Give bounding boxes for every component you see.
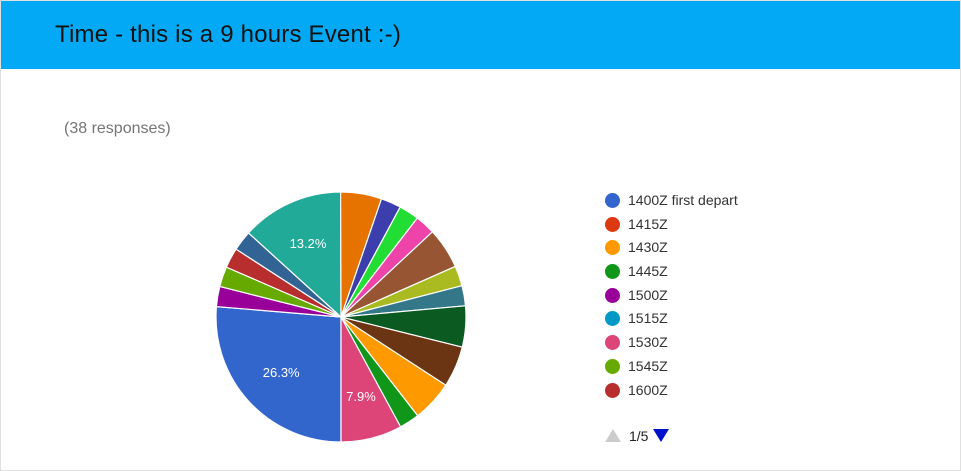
triangle-up-icon[interactable] [605, 429, 621, 442]
legend-label: 1430Z [628, 239, 668, 255]
legend-label: 1515Z [628, 310, 668, 326]
legend-item-1400z: 1400Z first depart [605, 190, 905, 210]
legend-dot [605, 335, 620, 350]
legend-item-1445z: 1445Z [605, 261, 905, 281]
legend-item-1415z: 1415Z [605, 214, 905, 234]
legend-item-1430z: 1430Z [605, 237, 905, 257]
slice-data-label: 13.2% [290, 236, 327, 251]
legend-dot [605, 383, 620, 398]
legend-item-1600z: 1600Z [605, 380, 905, 400]
slice-data-label: 7.9% [346, 389, 376, 404]
pie-slice[interactable] [247, 191, 342, 319]
question-title: Time - this is a 9 hours Event :-) [55, 21, 402, 48]
triangle-down-icon[interactable] [653, 429, 669, 442]
pie-slice[interactable] [340, 316, 402, 443]
legend-label: 1545Z [628, 358, 668, 374]
pie-slice[interactable] [215, 305, 342, 443]
legend-label: 1415Z [628, 216, 668, 232]
legend-item-1515z: 1515Z [605, 308, 905, 328]
legend-dot [605, 240, 620, 255]
legend-dot [605, 193, 620, 208]
legend-dot [605, 359, 620, 374]
legend-item-1500z: 1500Z [605, 285, 905, 305]
legend-dot [605, 217, 620, 232]
legend-label: 1445Z [628, 263, 668, 279]
legend-label: 1530Z [628, 334, 668, 350]
legend-dot [605, 264, 620, 279]
legend-pager: 1/5 [605, 427, 705, 447]
legend-label: 1400Z first depart [628, 192, 738, 208]
legend-dot [605, 311, 620, 326]
legend-label: 1600Z [628, 382, 668, 398]
legend-label: 1500Z [628, 287, 668, 303]
legend-item-1545z: 1545Z [605, 356, 905, 376]
question-header: Time - this is a 9 hours Event :-) [1, 1, 960, 69]
pager-text: 1/5 [629, 428, 649, 444]
legend-item-1530z: 1530Z [605, 332, 905, 352]
legend-dot [605, 288, 620, 303]
slice-data-label: 26.3% [263, 365, 300, 380]
response-count: (38 responses) [64, 120, 171, 137]
